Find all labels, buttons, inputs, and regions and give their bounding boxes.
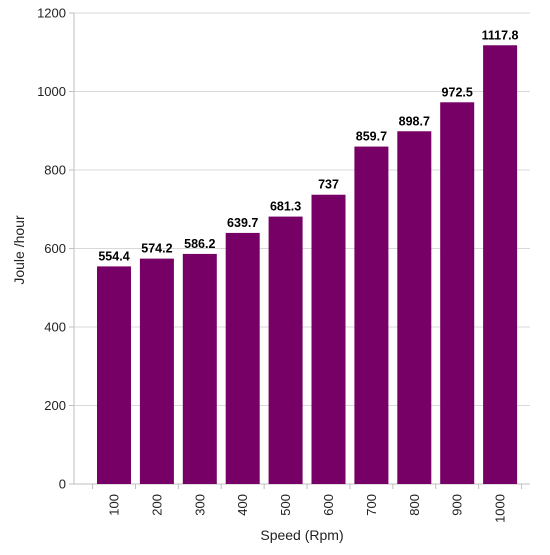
- x-tick-label: 400: [235, 494, 250, 516]
- y-axis-title: Joule /hour: [11, 215, 27, 285]
- bar: [311, 194, 346, 485]
- y-tick-label: 600: [44, 241, 66, 256]
- x-axis-title: Speed (Rpm): [260, 527, 343, 543]
- y-axis-ticks: 0 200 400 600 800 1000 1200: [37, 6, 75, 492]
- x-axis-ticks: 100 200 300 400 500 600 700 800 900 1000: [92, 484, 523, 523]
- bar: [268, 216, 303, 484]
- data-labels: 554.4 574.2 586.2 639.7 681.3 737 859.7 898.7 97…: [98, 28, 518, 263]
- x-tick-label: 700: [364, 494, 379, 516]
- bar-value-label: 972.5: [442, 85, 473, 99]
- bar: [483, 45, 518, 485]
- x-tick-label: 500: [278, 494, 293, 516]
- bar: [97, 266, 131, 484]
- bar-value-label: 681.3: [270, 200, 301, 214]
- x-tick-label: 100: [107, 494, 122, 516]
- y-tick-label: 800: [44, 163, 66, 178]
- bar-value-label: 859.7: [356, 130, 387, 144]
- bar-value-label: 586.2: [184, 237, 215, 251]
- y-tick-label: 1200: [37, 6, 66, 21]
- bar-value-label: 898.7: [399, 114, 430, 128]
- x-tick-label: 900: [450, 494, 465, 516]
- bar-value-label: 574.2: [141, 242, 172, 256]
- x-tick-label: 600: [321, 494, 336, 516]
- bar: [397, 131, 432, 484]
- bar-value-label: 639.7: [227, 216, 258, 230]
- x-tick-label: 800: [407, 494, 422, 516]
- x-tick-label: 200: [149, 494, 164, 516]
- bar-value-label: 554.4: [98, 249, 129, 263]
- bar: [139, 258, 174, 484]
- y-tick-label: 200: [44, 398, 66, 413]
- x-tick-label: 300: [192, 494, 207, 516]
- x-tick-label: 1000: [493, 494, 508, 523]
- bar: [182, 253, 217, 484]
- y-tick-label: 0: [59, 477, 66, 492]
- y-tick-label: 400: [44, 320, 66, 335]
- bar: [225, 232, 260, 484]
- y-tick-label: 1000: [37, 84, 66, 99]
- bar-value-label: 1117.8: [482, 28, 519, 42]
- bar: [354, 146, 389, 484]
- bar: [440, 102, 475, 484]
- bars: [97, 45, 518, 485]
- bar-value-label: 737: [318, 178, 339, 192]
